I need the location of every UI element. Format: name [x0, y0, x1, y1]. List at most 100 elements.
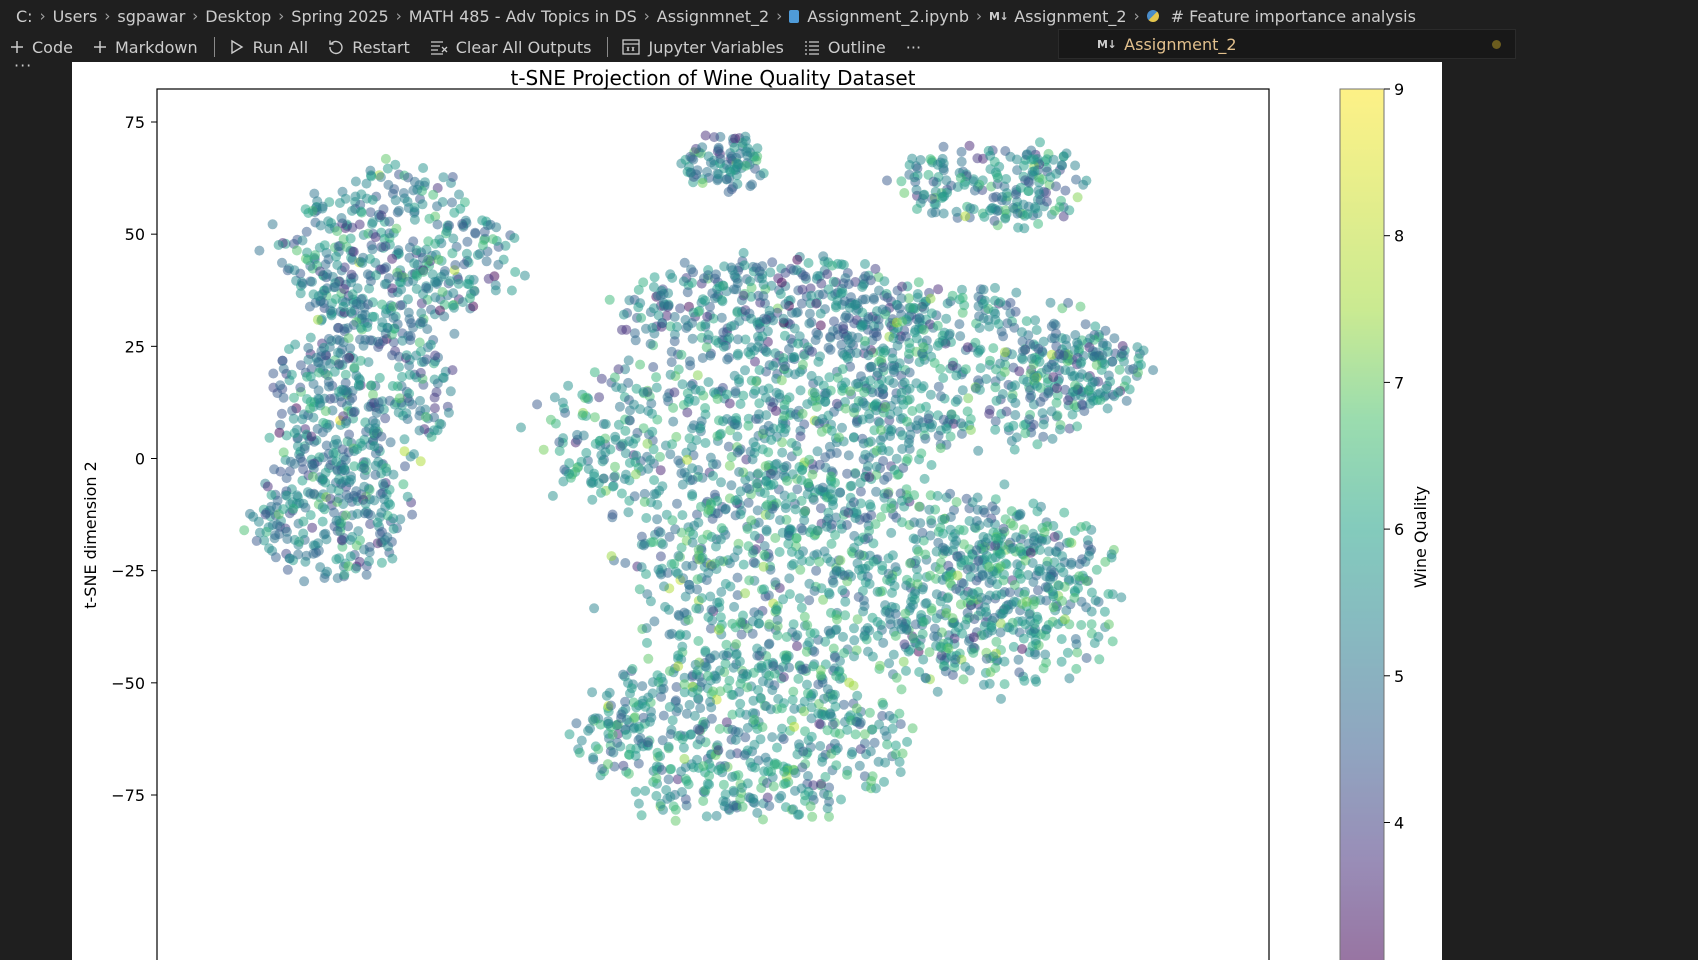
- data-point: [666, 357, 677, 368]
- data-point: [680, 314, 691, 325]
- data-point: [920, 672, 931, 683]
- data-point: [898, 399, 909, 410]
- data-point: [470, 228, 481, 239]
- plot-frame: [156, 88, 1270, 960]
- data-point: [997, 389, 1008, 399]
- data-point: [443, 407, 454, 418]
- data-point: [850, 729, 861, 740]
- data-point: [754, 365, 765, 376]
- data-point: [738, 390, 749, 401]
- data-point: [468, 301, 479, 312]
- data-point: [995, 358, 1006, 369]
- data-point: [1041, 560, 1052, 571]
- data-point: [1116, 348, 1127, 359]
- data-point: [307, 460, 318, 471]
- data-point: [459, 259, 470, 270]
- data-point: [981, 607, 991, 617]
- data-point: [447, 197, 457, 208]
- data-point: [387, 350, 398, 361]
- data-point: [888, 649, 899, 660]
- data-point: [749, 739, 760, 750]
- data-point: [1100, 325, 1111, 336]
- data-point: [1107, 636, 1118, 647]
- data-point: [782, 475, 793, 486]
- breadcrumb-item-heading[interactable]: # Feature importance analysis: [1146, 7, 1416, 26]
- data-point: [676, 468, 687, 479]
- data-point: [933, 537, 944, 548]
- restart-button[interactable]: Restart: [328, 38, 410, 57]
- data-point: [509, 233, 520, 243]
- more-actions-button[interactable]: ···: [906, 38, 921, 57]
- data-point: [784, 573, 795, 584]
- data-point: [937, 514, 948, 525]
- data-point: [761, 524, 772, 535]
- data-point: [740, 588, 751, 599]
- data-point: [684, 699, 695, 710]
- outline-button[interactable]: Outline: [804, 38, 886, 57]
- run-all-button[interactable]: Run All: [229, 37, 309, 57]
- breadcrumb-item-user[interactable]: sgpawar: [117, 7, 185, 26]
- data-point: [1019, 223, 1030, 234]
- data-point: [708, 686, 719, 697]
- data-point: [881, 731, 892, 742]
- data-point: [875, 425, 886, 436]
- data-point: [910, 176, 921, 187]
- data-point: [900, 608, 911, 619]
- data-point: [663, 774, 674, 785]
- data-point: [720, 504, 731, 515]
- kernel-picker[interactable]: M↓ Assignment_2: [1058, 29, 1516, 59]
- add-code-cell-button[interactable]: Code: [10, 38, 73, 57]
- data-point: [1010, 380, 1021, 391]
- data-point: [706, 561, 717, 572]
- breadcrumb-item-users[interactable]: Users: [53, 7, 98, 26]
- data-point: [1025, 339, 1036, 350]
- data-point: [960, 661, 971, 672]
- data-point: [735, 617, 746, 628]
- breadcrumb-item-semester[interactable]: Spring 2025: [291, 7, 388, 26]
- add-markdown-cell-button[interactable]: Markdown: [93, 38, 198, 57]
- data-point: [872, 586, 883, 597]
- breadcrumb-item-desktop[interactable]: Desktop: [205, 7, 271, 26]
- data-point: [787, 469, 798, 480]
- breadcrumb-item-course[interactable]: MATH 485 - Adv Topics in DS: [409, 7, 637, 26]
- data-point: [986, 575, 997, 586]
- data-point: [907, 153, 918, 164]
- data-point: [916, 448, 927, 459]
- data-point: [422, 324, 433, 335]
- data-point: [786, 546, 797, 557]
- data-point: [313, 385, 324, 396]
- data-point: [896, 684, 907, 695]
- breadcrumb-item-markdown-cell[interactable]: M↓ Assignment_2: [989, 7, 1127, 26]
- scatter-points: [239, 130, 1159, 826]
- data-point: [860, 336, 870, 347]
- data-point: [843, 450, 854, 461]
- data-point: [898, 463, 909, 473]
- data-point: [1046, 321, 1057, 332]
- data-point: [873, 756, 884, 767]
- data-point: [737, 782, 747, 793]
- data-point: [956, 146, 967, 157]
- breadcrumb-item-drive[interactable]: C:: [16, 7, 33, 26]
- data-point: [274, 427, 285, 438]
- data-point: [1027, 166, 1038, 177]
- data-point: [716, 523, 727, 534]
- data-point: [788, 559, 799, 569]
- cell-more-actions[interactable]: ···: [14, 56, 33, 75]
- data-point: [718, 327, 729, 338]
- clear-all-outputs-button[interactable]: Clear All Outputs: [430, 38, 591, 57]
- data-point: [793, 673, 804, 684]
- data-point: [379, 263, 390, 274]
- data-point: [732, 431, 743, 442]
- breadcrumb-item-notebook[interactable]: Assignment_2.ipynb: [789, 7, 969, 26]
- jupyter-variables-button[interactable]: Jupyter Variables: [622, 38, 784, 57]
- breadcrumb-item-folder[interactable]: Assignmnet_2: [657, 7, 769, 26]
- data-point: [749, 714, 760, 725]
- data-point: [405, 335, 416, 346]
- data-point: [1056, 634, 1067, 645]
- data-point: [918, 654, 929, 665]
- data-point: [856, 371, 866, 382]
- run-all-label: Run All: [252, 37, 309, 57]
- data-point: [987, 553, 998, 564]
- data-point: [746, 342, 757, 353]
